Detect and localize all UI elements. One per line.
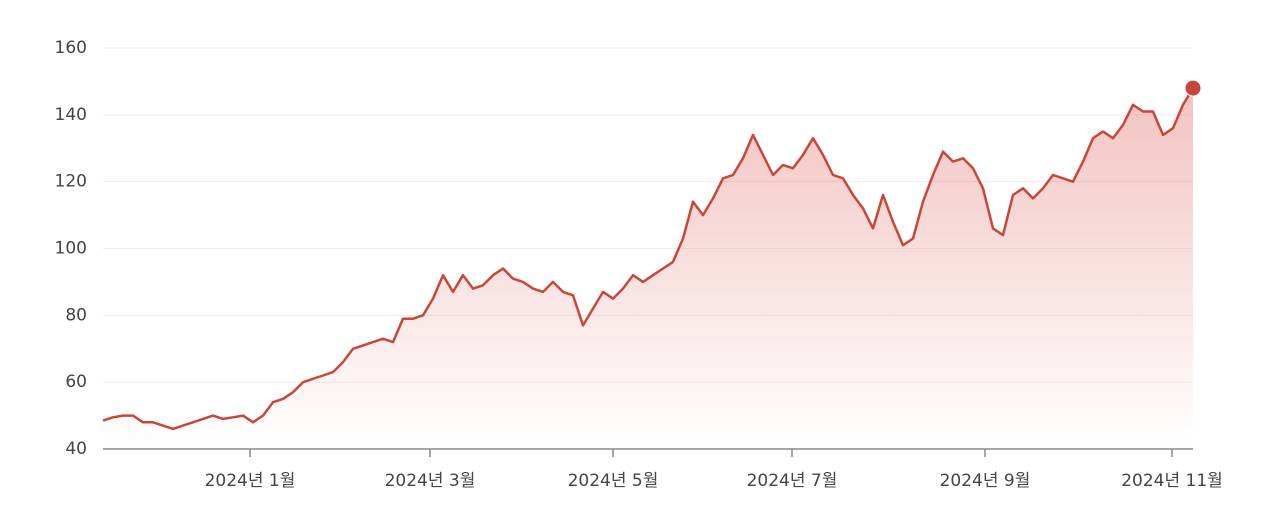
y-tick-label: 60 [65, 372, 87, 392]
area [103, 88, 1193, 449]
x-tick-label: 2024년 5월 [568, 471, 659, 491]
y-tick-label: 80 [65, 305, 87, 325]
y-tick-label: 160 [55, 38, 87, 58]
x-tick-label: 2024년 1월 [205, 471, 296, 491]
y-tick-label: 140 [55, 105, 87, 125]
end-dot [1184, 79, 1202, 97]
x-tick-label: 2024년 9월 [940, 471, 1031, 491]
x-tick-label: 2024년 7월 [747, 471, 838, 491]
y-tick-label: 100 [55, 239, 87, 259]
x-tick-label: 2024년 11월 [1121, 471, 1223, 491]
x-tick-label: 2024년 3월 [385, 471, 476, 491]
price-line [102, 87, 1195, 431]
y-tick-label: 120 [55, 172, 87, 192]
y-tick-label: 40 [65, 439, 87, 459]
